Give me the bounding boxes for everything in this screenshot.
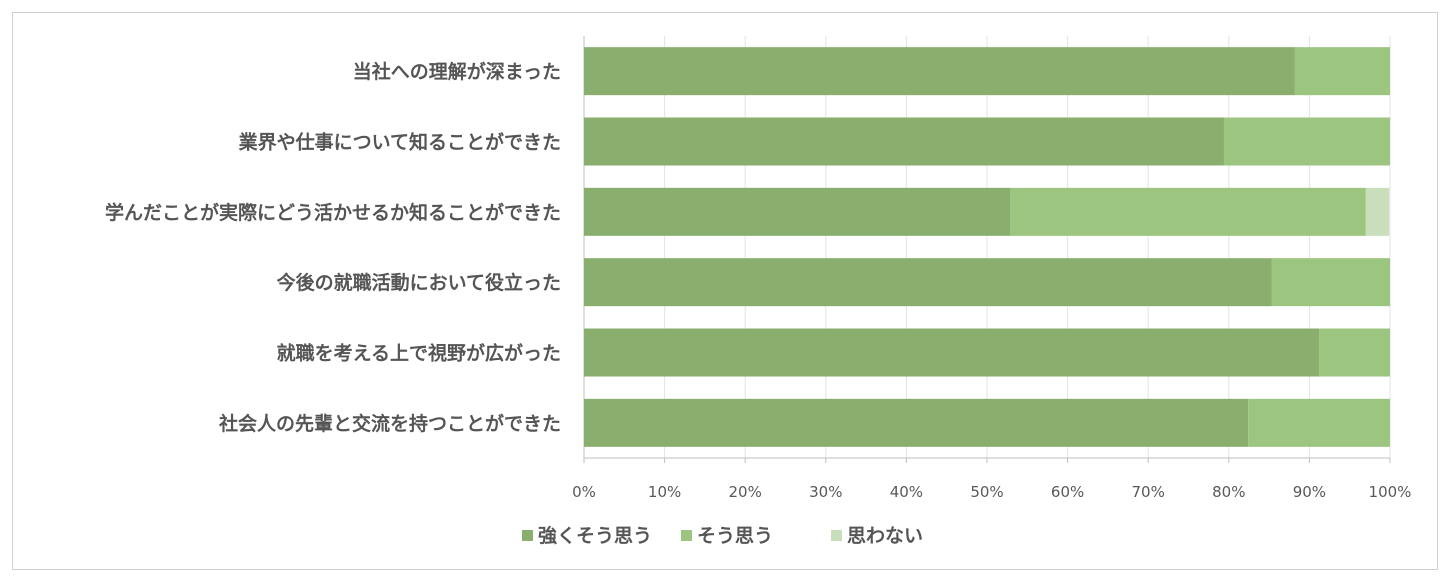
- legend: 強くそう思う そう思う 思わない: [522, 525, 923, 547]
- tick-label: 20%: [729, 483, 762, 501]
- tick-label: 100%: [1369, 483, 1412, 501]
- tick-label: 90%: [1293, 483, 1326, 501]
- bar-segment: [584, 258, 1272, 307]
- tick-label: 50%: [970, 483, 1003, 501]
- bar-segment: [1010, 187, 1366, 236]
- tick-label: 70%: [1132, 483, 1165, 501]
- legend-swatch: [522, 530, 533, 541]
- bar-segment: [584, 117, 1224, 166]
- category-label: 社会人の先輩と交流を持つことができた: [218, 412, 561, 435]
- bar-segment: [584, 47, 1295, 96]
- legend-swatch: [681, 530, 692, 541]
- category-label: 当社への理解が深まった: [353, 60, 561, 83]
- bar-segment: [1365, 187, 1390, 236]
- bar-segment: [1223, 117, 1390, 166]
- category-labels: 当社への理解が深まった業界や仕事について知ることができた学んだことが実際にどう活…: [105, 60, 561, 435]
- bar-segment: [1248, 398, 1390, 447]
- category-label: 学んだことが実際にどう活かせるか知ることができた: [105, 201, 561, 224]
- legend-label: 強くそう思う: [538, 525, 652, 547]
- bar-segment: [1271, 258, 1390, 307]
- tick-label: 40%: [890, 483, 923, 501]
- gridlines: [583, 36, 1391, 463]
- tick-label: 0%: [572, 483, 596, 501]
- bars: [584, 47, 1390, 447]
- category-label: 今後の就職活動において役立った: [276, 271, 561, 294]
- bar-segment: [584, 398, 1249, 447]
- tick-label: 10%: [648, 483, 681, 501]
- legend-label: そう思う: [697, 525, 773, 547]
- bar-segment: [1294, 47, 1390, 96]
- tick-label: 80%: [1212, 483, 1245, 501]
- legend-swatch: [831, 530, 842, 541]
- category-label: 業界や仕事について知ることができた: [238, 131, 561, 154]
- bar-segment: [584, 187, 1011, 236]
- tick-label: 60%: [1051, 483, 1084, 501]
- x-axis-ticks: 0% 10% 20% 30% 40% 50% 60% 70% 80% 90% 100%: [572, 483, 1411, 501]
- bar-segment: [584, 328, 1320, 377]
- category-label: 就職を考える上で視野が広がった: [277, 342, 561, 365]
- tick-label: 30%: [809, 483, 842, 501]
- bar-segment: [1319, 328, 1390, 377]
- legend-label: 思わない: [847, 525, 923, 547]
